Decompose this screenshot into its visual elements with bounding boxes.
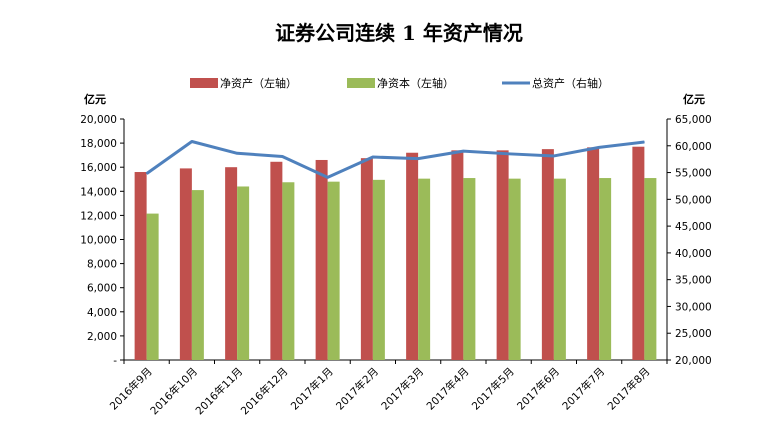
right-axis-tick-label: 50,000 [675, 194, 712, 206]
right-axis-tick-label: 40,000 [675, 248, 712, 260]
left-axis-tick-label: 14,000 [80, 186, 117, 198]
legend-label: 净资产（左轴） [220, 76, 297, 90]
legend-label: 总资产（右轴） [532, 76, 609, 90]
x-axis-tick-label: 2017年7月 [560, 365, 608, 413]
total-assets-point [462, 150, 464, 152]
net-assets-bar [360, 158, 373, 360]
net-capital-bar [372, 179, 385, 360]
right-axis-tick-label: 30,000 [675, 301, 712, 313]
net-assets-bar [496, 150, 509, 360]
right-axis-unit: 亿元 [683, 92, 705, 106]
total-assets-point [598, 146, 600, 148]
left-axis-tick-label: 2,000 [87, 331, 117, 343]
x-axis-tick-label: 2017年4月 [424, 365, 472, 413]
right-axis-tick-label: 55,000 [675, 168, 712, 180]
left-axis-tick-label: 16,000 [80, 162, 117, 174]
left-axis-tick-label: 20,000 [80, 114, 117, 126]
total-assets-line [145, 139, 645, 179]
legend-swatch-net-assets [190, 78, 218, 88]
total-assets-point [553, 155, 555, 157]
net-assets-bar [225, 167, 238, 360]
net-capital-bar [327, 181, 340, 360]
total-assets-point [508, 153, 510, 155]
left-axis-unit: 亿元 [84, 92, 106, 106]
net-capital-bar [191, 190, 204, 360]
net-assets-bar [451, 150, 464, 360]
net-capital-bar [418, 178, 431, 360]
total-assets-point [281, 155, 283, 157]
net-assets-bar [134, 172, 147, 360]
net-capital-bar [282, 182, 295, 360]
legend-swatch-net-capital [347, 78, 375, 88]
x-axis-tick-label: 2016年12月 [238, 365, 290, 417]
net-capital-bar [146, 213, 159, 360]
x-axis-tick-label: 2016年10月 [148, 365, 200, 417]
right-axis-tick-label: 65,000 [675, 114, 712, 126]
right-axis-tick-label: 25,000 [675, 328, 712, 340]
left-axis-tick-label: - [113, 355, 117, 367]
left-axis-tick-label: 4,000 [87, 307, 117, 319]
net-capital-bar [463, 178, 476, 360]
chart-title: 证券公司连续 1 年资产情况 [275, 21, 523, 45]
total-assets-point [372, 156, 374, 158]
right-axis-tick-label: 20,000 [675, 355, 712, 367]
net-capital-bar [644, 178, 657, 360]
right-axis-tick-label: 60,000 [675, 141, 712, 153]
x-axis-tick-label: 2017年2月 [333, 365, 381, 413]
net-assets-bar [315, 159, 328, 360]
x-axis-tick-label: 2017年5月 [469, 365, 517, 413]
plot-area: - 2,000 4,000 6,000 8,000 10,000 12,000 14,000 1… [80, 114, 712, 417]
total-assets-point [643, 141, 645, 143]
left-axis-tick-label: 12,000 [80, 210, 117, 222]
total-assets-point [236, 152, 238, 154]
net-capital-bar [553, 178, 566, 360]
legend-label: 净资本（左轴） [377, 76, 454, 90]
right-axis-tick-label: 45,000 [675, 221, 712, 233]
x-axis-tick-label: 2016年9月 [107, 365, 155, 413]
x-axis-tick-label: 2017年8月 [605, 365, 653, 413]
total-assets-point [417, 158, 419, 160]
net-assets-bar [632, 146, 645, 360]
x-axis-tick-label: 2016年11月 [193, 365, 245, 417]
net-assets-bar [179, 168, 192, 360]
x-axis-tick-label: 2017年1月 [288, 365, 336, 413]
legend: 净资产（左轴） 净资本（左轴） 总资产（右轴） [190, 76, 609, 90]
right-axis-tick-label: 35,000 [675, 275, 712, 287]
left-axis-tick-label: 6,000 [87, 283, 117, 295]
net-assets-bar [541, 149, 554, 360]
x-axis-tick-label: 2017年6月 [514, 365, 562, 413]
total-assets-point [327, 176, 329, 178]
left-axis-tick-label: 18,000 [80, 138, 117, 150]
net-capital-bar [599, 178, 612, 360]
left-axis-tick-label: 10,000 [80, 235, 117, 247]
net-capital-bar [508, 178, 521, 360]
net-assets-bar [406, 152, 419, 360]
left-axis-tick-label: 8,000 [87, 259, 117, 271]
net-assets-bar [587, 147, 600, 360]
total-assets-point [146, 173, 148, 175]
net-capital-bar [237, 186, 250, 360]
total-assets-point [191, 140, 193, 142]
net-assets-bar [270, 161, 283, 360]
x-axis-tick-label: 2017年3月 [379, 365, 427, 413]
